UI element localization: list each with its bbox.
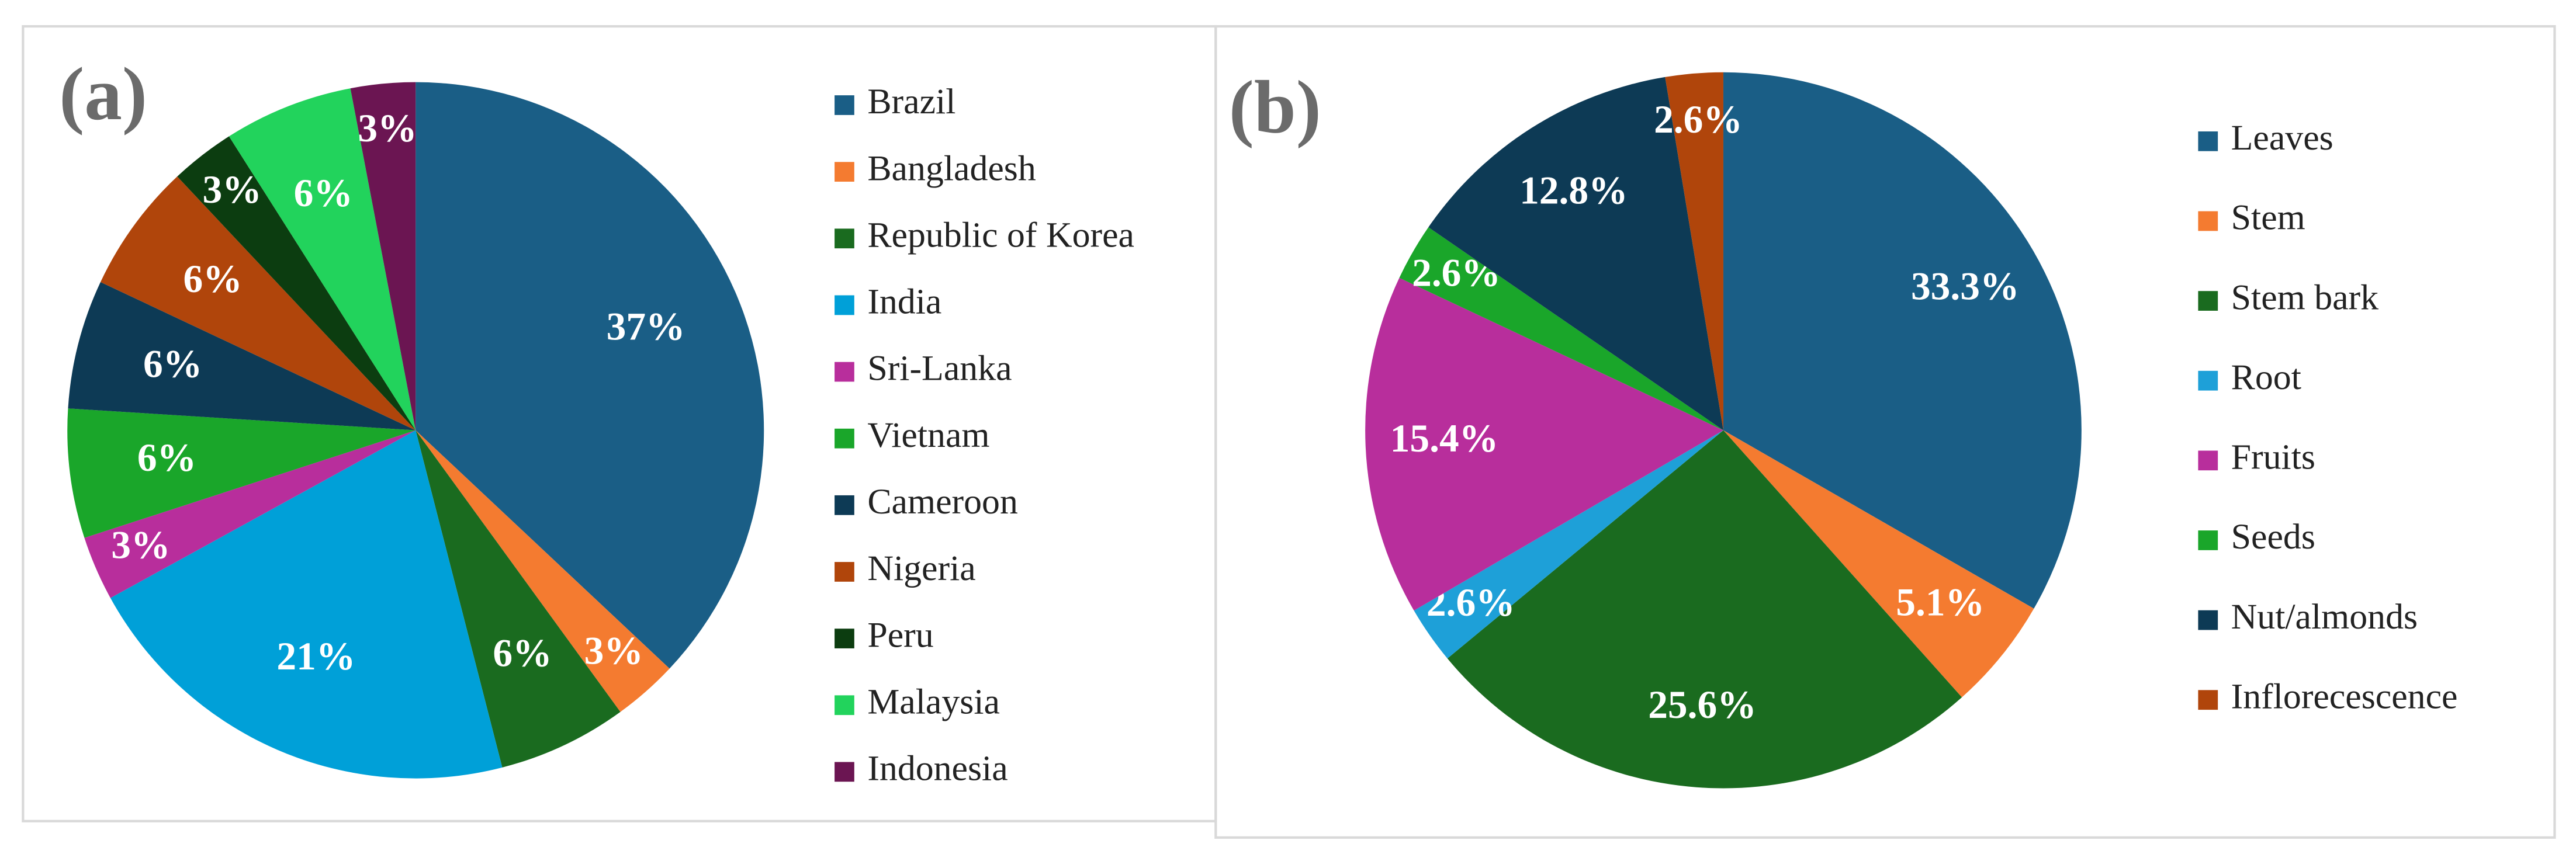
- value-label: 6%: [137, 436, 196, 480]
- legend-swatch: [835, 162, 854, 182]
- legend-swatch: [835, 562, 854, 582]
- legend-label: Republic of Korea: [867, 215, 1134, 255]
- legend-label: Nut/almonds: [2231, 597, 2418, 637]
- legend-swatch: [835, 228, 854, 249]
- legend-label: Indonesia: [867, 749, 1007, 789]
- pie-slice: [1365, 277, 1723, 611]
- value-label: 3%: [358, 106, 417, 150]
- value-label: 3%: [584, 629, 643, 673]
- legend-swatch: [2198, 291, 2218, 311]
- legend-swatch: [2198, 450, 2218, 471]
- pie-slice: [1414, 430, 1723, 659]
- pie-slice: [1428, 77, 1723, 431]
- pie-slice: [416, 430, 670, 712]
- legend-swatch: [835, 629, 854, 648]
- value-label: 12.8%: [1519, 169, 1628, 213]
- legend-swatch: [835, 428, 854, 449]
- legend-swatch: [2198, 370, 2218, 391]
- pie-slice: [67, 408, 416, 538]
- pie-slice: [350, 82, 416, 431]
- legend-label: India: [867, 282, 941, 322]
- legend-label: Leaves: [2231, 118, 2333, 158]
- pie-slice: [1723, 72, 2082, 609]
- value-label: 2.6%: [1654, 98, 1743, 141]
- legend-label: Fruits: [2231, 438, 2315, 477]
- value-label: 3%: [111, 523, 170, 567]
- pie-slice: [84, 430, 416, 598]
- legend-label: Inflorecescence: [2231, 676, 2458, 716]
- legend-swatch: [2198, 131, 2218, 151]
- pie-slice: [110, 430, 503, 779]
- legend-swatch: [2198, 690, 2218, 710]
- legend-swatch: [2198, 530, 2218, 550]
- legend-label: Sri-Lanka: [867, 349, 1012, 388]
- pie-slice: [1723, 430, 2034, 697]
- value-label: 5.1%: [1896, 580, 1985, 624]
- legend-label: Bangladesh: [867, 148, 1036, 188]
- legend-label: Seeds: [2231, 517, 2315, 557]
- pie-slice: [1399, 227, 1723, 431]
- legend-label: Brazil: [867, 82, 955, 121]
- legend-label: Stem bark: [2231, 277, 2379, 317]
- legend-swatch: [835, 362, 854, 382]
- panel-b-border: [1214, 25, 2556, 839]
- legend-swatch: [835, 295, 854, 315]
- legend-swatch: [2198, 610, 2218, 630]
- value-label: 25.6%: [1648, 683, 1757, 727]
- legend-label: Peru: [867, 615, 933, 655]
- value-label: 37%: [607, 305, 685, 349]
- value-label: 6%: [493, 631, 552, 675]
- pie-slice: [100, 176, 416, 431]
- legend-label: Malaysia: [867, 682, 1000, 721]
- pie-slice: [416, 430, 621, 768]
- legend-label: Vietnam: [867, 415, 989, 455]
- value-label: 15.4%: [1390, 416, 1499, 460]
- legend-swatch: [835, 95, 854, 115]
- panel-label: (b): [1229, 65, 1321, 149]
- value-label: 33.3%: [1911, 265, 2020, 308]
- legend-label: Root: [2231, 357, 2301, 397]
- value-label: 3%: [203, 168, 262, 211]
- pie-slice: [1447, 430, 1962, 789]
- legend-label: Nigeria: [867, 548, 975, 588]
- pie-slice: [416, 82, 764, 669]
- legend-swatch: [835, 695, 854, 716]
- pie-slice: [228, 88, 416, 431]
- pie-slice: [177, 136, 416, 431]
- pie-slice: [68, 282, 416, 431]
- legend-swatch: [2198, 211, 2218, 231]
- value-label: 21%: [276, 634, 355, 678]
- value-label: 6%: [183, 257, 242, 301]
- value-label: 6%: [294, 171, 353, 215]
- value-label: 6%: [143, 342, 202, 386]
- panel-label: (a): [59, 52, 147, 136]
- legend-swatch: [835, 495, 854, 515]
- pie-slice: [1665, 72, 1723, 431]
- legend-label: Cameroon: [867, 482, 1018, 522]
- legend-swatch: [835, 762, 854, 782]
- legend-label: Stem: [2231, 198, 2305, 238]
